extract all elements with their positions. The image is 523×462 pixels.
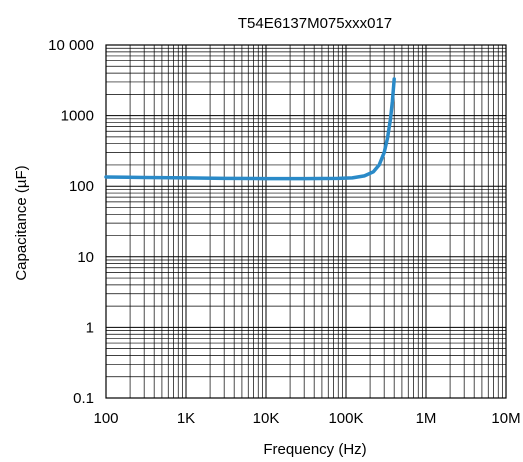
chart-title: T54E6137M075xxx017: [238, 15, 392, 32]
y-tick-label: 1: [86, 319, 94, 336]
plot-frame: [105, 44, 507, 399]
y-axis-title: Capacitance (µF): [13, 165, 30, 280]
x-tick-label: 100K: [328, 410, 363, 427]
grid: [105, 44, 507, 399]
y-tick-label: 10: [77, 249, 94, 266]
series-layer: [104, 77, 396, 181]
y-tick-labels: 0.1 1 10 100 1000 10 000: [48, 37, 94, 407]
x-tick-labels: 100 1K 10K 100K 1M 10M: [93, 410, 520, 427]
y-tick-label: 0.1: [73, 390, 94, 407]
x-tick-label: 1K: [177, 410, 195, 427]
y-tick-label: 10 000: [48, 37, 94, 54]
x-tick-label: 10K: [253, 410, 280, 427]
x-tick-label: 10M: [491, 410, 520, 427]
x-tick-label: 1M: [416, 410, 437, 427]
y-tick-label: 1000: [61, 108, 94, 125]
x-axis-title: Frequency (Hz): [263, 441, 366, 458]
y-tick-label: 100: [69, 178, 94, 195]
x-tick-label: 100: [93, 410, 118, 427]
capacitance-series-line: [104, 77, 396, 181]
